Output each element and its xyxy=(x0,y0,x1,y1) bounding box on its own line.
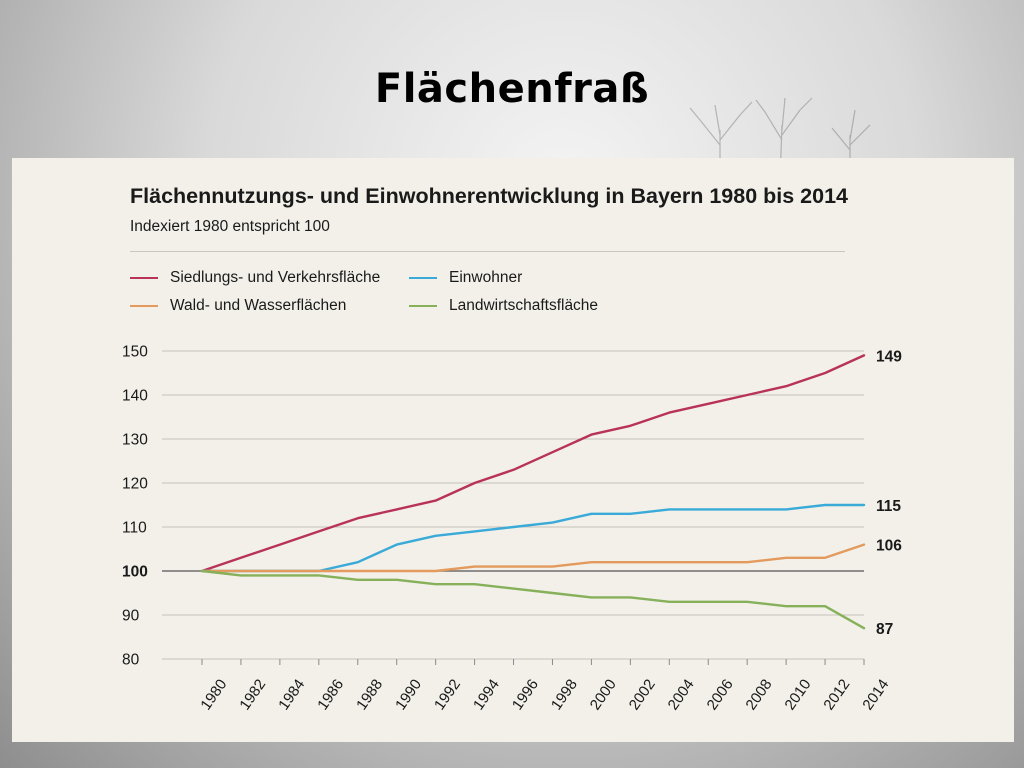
x-tick-label: 2002 xyxy=(626,676,659,713)
legend-item-einwohner: Einwohner xyxy=(409,268,522,288)
x-tick-label: 1986 xyxy=(314,676,347,713)
legend-swatch xyxy=(130,277,158,279)
x-tick-label: 1980 xyxy=(197,676,230,713)
series-line xyxy=(200,569,866,630)
chart-title: Flächennutzungs- und Einwohnerentwicklun… xyxy=(130,184,849,208)
legend-swatch xyxy=(409,277,437,279)
end-value-label: 115 xyxy=(876,498,901,515)
title-separator xyxy=(130,251,845,252)
x-tick-label: 2010 xyxy=(781,676,814,713)
end-value-label: 106 xyxy=(876,538,902,555)
slide-title: Flächenfraß xyxy=(374,66,650,112)
end-value-label: 149 xyxy=(876,348,902,365)
legend-label: Wald- und Wasserflächen xyxy=(170,297,347,314)
y-tick-label: 120 xyxy=(122,476,148,493)
y-tick-label: 130 xyxy=(122,432,148,449)
end-value-label: 87 xyxy=(876,621,893,638)
legend-item-landwirtschaft: Landwirtschaftsfläche xyxy=(409,296,598,316)
x-tick-label: 1990 xyxy=(392,676,425,713)
x-tick-label: 2004 xyxy=(665,676,698,713)
legend-label: Landwirtschaftsfläche xyxy=(449,297,599,314)
series-line xyxy=(200,543,866,573)
legend-item-siedlung: Siedlungs- und Verkehrsfläche xyxy=(130,268,380,288)
background-trees xyxy=(689,97,871,180)
legend-swatch xyxy=(130,305,158,307)
x-tick-label: 1996 xyxy=(509,676,542,713)
chart-panel: Flächennutzungs- und Einwohnerentwicklun… xyxy=(12,158,1014,742)
x-tick-label: 2008 xyxy=(743,676,776,713)
x-tick-label: 1984 xyxy=(275,676,308,713)
x-tick-label: 1998 xyxy=(548,676,581,713)
legend-item-wald: Wald- und Wasserflächen xyxy=(130,296,346,316)
x-tick-label: 1992 xyxy=(431,676,464,713)
y-tick-label: 140 xyxy=(122,388,148,405)
x-tick-label: 2012 xyxy=(820,676,853,713)
legend-swatch xyxy=(409,305,437,307)
x-tick-label: 2014 xyxy=(859,676,892,713)
y-tick-label: 90 xyxy=(122,608,140,625)
x-tick-label: 1994 xyxy=(470,676,503,713)
y-tick-label: 150 xyxy=(122,344,148,361)
legend-label: Siedlungs- und Verkehrsfläche xyxy=(170,269,381,286)
y-tick-label: 100 xyxy=(122,564,148,581)
x-tick-label: 1982 xyxy=(236,676,269,713)
y-tick-label: 80 xyxy=(122,652,140,669)
chart-subtitle: Indexiert 1980 entspricht 100 xyxy=(130,218,330,235)
legend-label: Einwohner xyxy=(449,269,523,286)
x-tick-label: 2006 xyxy=(704,676,737,713)
series-line xyxy=(200,354,866,573)
x-tick-label: 1988 xyxy=(353,676,386,713)
x-tick-label: 2000 xyxy=(587,676,620,713)
y-tick-label: 110 xyxy=(122,520,147,537)
